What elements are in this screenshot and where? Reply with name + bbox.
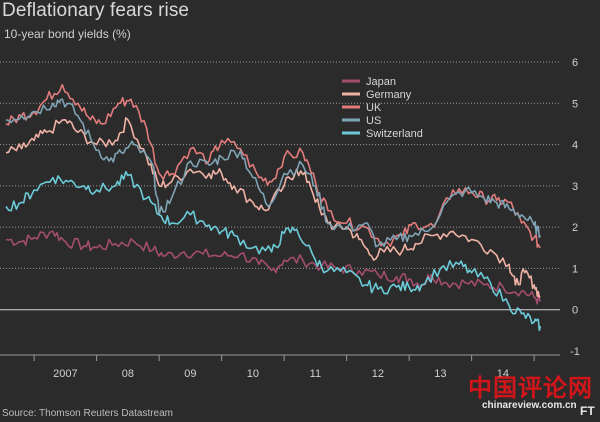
source-note: Source: Thomson Reuters Datastream	[2, 408, 174, 419]
y-tick-label: -1	[570, 346, 580, 358]
y-tick-label: 4	[572, 140, 578, 152]
series-line-switzerland	[5, 170, 542, 332]
legend-label-uk: UK	[366, 102, 382, 114]
y-tick-label: 2	[572, 222, 578, 234]
legend-label-switzerland: Switzerland	[366, 128, 423, 140]
x-tick-label: 08	[122, 368, 134, 380]
legend-label-us: US	[366, 115, 381, 127]
x-tick-label: 10	[247, 368, 259, 380]
x-tick-label: 2007	[53, 368, 77, 380]
series-layer	[5, 83, 542, 332]
y-tick-label: 0	[572, 305, 578, 317]
legend-label-germany: Germany	[366, 89, 412, 101]
y-tick-label: 6	[572, 57, 578, 69]
series-line-uk	[5, 83, 541, 249]
x-tick-label: 12	[372, 368, 384, 380]
x-tick-label: 11	[310, 368, 321, 380]
series-line-us	[5, 98, 542, 248]
series-line-germany	[5, 117, 541, 299]
series-line-japan	[5, 230, 542, 305]
x-tick-label: 13	[434, 368, 446, 380]
ft-logo: FT	[580, 404, 595, 418]
x-tick-label: 09	[184, 368, 196, 380]
y-tick-label: 5	[572, 98, 578, 110]
x-tick-label: 14	[497, 368, 509, 380]
chart-title: Deflationary fears rise	[2, 0, 190, 21]
y-tick-label: 3	[572, 181, 578, 193]
legend-label-japan: Japan	[366, 76, 396, 88]
y-tick-label: 1	[572, 263, 578, 275]
watermark-chinese: 中国评论网	[468, 375, 593, 402]
watermark-url: chinareview.com.cn	[482, 400, 577, 411]
chart-subtitle: 10-year bond yields (%)	[4, 27, 131, 41]
